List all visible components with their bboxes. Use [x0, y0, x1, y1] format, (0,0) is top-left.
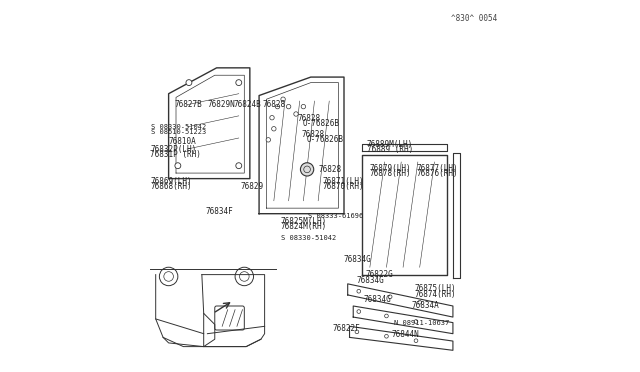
Text: 76832P(LH): 76832P(LH)	[150, 145, 196, 154]
Text: 76889M(LH): 76889M(LH)	[367, 140, 413, 149]
Text: 76824B: 76824B	[233, 100, 261, 109]
Text: 76824M(RH): 76824M(RH)	[280, 222, 326, 231]
Circle shape	[270, 115, 274, 120]
Circle shape	[301, 105, 306, 109]
Text: 76879(LH): 76879(LH)	[370, 164, 412, 173]
Circle shape	[388, 295, 392, 299]
Text: ^830^ 0054: ^830^ 0054	[451, 13, 497, 22]
Text: 76834F: 76834F	[205, 207, 234, 217]
Circle shape	[294, 112, 298, 116]
Text: 76810A: 76810A	[168, 137, 196, 146]
Circle shape	[414, 339, 418, 343]
Circle shape	[275, 105, 280, 109]
Circle shape	[355, 330, 359, 334]
Circle shape	[357, 310, 360, 313]
Circle shape	[414, 320, 418, 323]
Text: 76876(RH): 76876(RH)	[417, 169, 458, 177]
Text: 76834G: 76834G	[344, 254, 372, 264]
Text: 76828: 76828	[297, 114, 320, 123]
Text: 76831P (RH): 76831P (RH)	[150, 150, 201, 159]
Text: S 08333-61696: S 08333-61696	[308, 213, 364, 219]
Circle shape	[385, 314, 388, 318]
Text: 76822F: 76822F	[333, 324, 361, 333]
Text: 76889 (RH): 76889 (RH)	[367, 145, 413, 154]
Text: 76825M(LH): 76825M(LH)	[280, 217, 326, 225]
Text: 76834A: 76834A	[412, 301, 439, 311]
Text: 76869(LH): 76869(LH)	[150, 177, 192, 186]
Circle shape	[281, 97, 285, 102]
Text: S 08510-51223: S 08510-51223	[151, 129, 206, 135]
Circle shape	[236, 80, 242, 86]
Text: 76828: 76828	[301, 130, 324, 139]
Text: 76844N: 76844N	[392, 330, 420, 339]
Text: 76875(LH): 76875(LH)	[415, 284, 456, 293]
Circle shape	[287, 105, 291, 109]
Text: 76870(RH): 76870(RH)	[322, 182, 364, 191]
Text: S 08330-51042: S 08330-51042	[281, 235, 337, 241]
Text: 76874(RH): 76874(RH)	[415, 290, 456, 299]
Text: O-76826B: O-76826B	[307, 135, 344, 144]
Text: 76871(LH): 76871(LH)	[322, 177, 364, 186]
Text: 76822G: 76822G	[365, 270, 393, 279]
Text: 76828: 76828	[319, 165, 342, 174]
Text: S 08330-51042: S 08330-51042	[151, 124, 206, 130]
Text: 76827B: 76827B	[174, 100, 202, 109]
Text: 76829N: 76829N	[207, 100, 235, 109]
Text: 76878(RH): 76878(RH)	[370, 169, 412, 177]
Circle shape	[300, 163, 314, 176]
Text: N 08911-10637: N 08911-10637	[394, 320, 449, 326]
Circle shape	[418, 301, 422, 304]
Text: 76834G: 76834G	[356, 276, 384, 285]
Circle shape	[357, 289, 360, 293]
Circle shape	[266, 138, 271, 142]
Text: 76868(RH): 76868(RH)	[150, 182, 192, 191]
Text: 76829: 76829	[241, 182, 264, 191]
Text: 76834G: 76834G	[364, 295, 391, 304]
Circle shape	[236, 163, 242, 169]
Text: 76877(LH): 76877(LH)	[417, 164, 458, 173]
Text: 76828: 76828	[263, 100, 286, 109]
Circle shape	[175, 163, 181, 169]
Circle shape	[385, 334, 388, 338]
Circle shape	[271, 126, 276, 131]
Text: O-76826B: O-76826B	[303, 119, 340, 128]
Circle shape	[186, 80, 192, 86]
